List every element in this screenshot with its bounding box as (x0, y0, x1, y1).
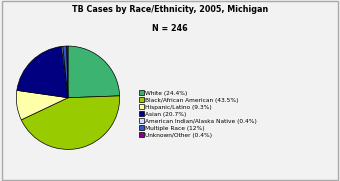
Text: TB Cases by Race/Ethnicity, 2005, Michigan: TB Cases by Race/Ethnicity, 2005, Michig… (72, 5, 268, 14)
Wedge shape (67, 46, 68, 98)
Wedge shape (68, 46, 120, 98)
Wedge shape (21, 96, 120, 150)
Text: N = 246: N = 246 (152, 24, 188, 33)
Wedge shape (17, 47, 68, 98)
Wedge shape (63, 46, 68, 98)
Wedge shape (16, 90, 68, 120)
Wedge shape (62, 46, 68, 98)
Legend: White (24.4%), Black/African American (43.5%), Hispanic/Latino (9.3%), Asian (20: White (24.4%), Black/African American (4… (139, 90, 257, 138)
